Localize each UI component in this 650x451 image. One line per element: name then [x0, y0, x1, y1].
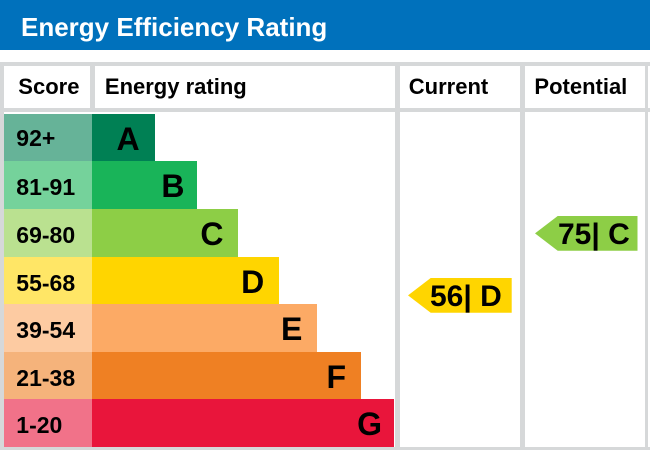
svg-text:56| D: 56| D [430, 280, 502, 313]
svg-text:75| C: 75| C [558, 218, 630, 251]
